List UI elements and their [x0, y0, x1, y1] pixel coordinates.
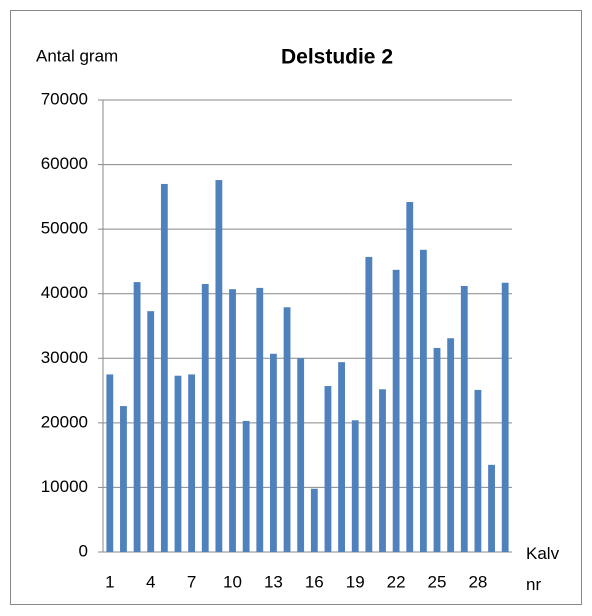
y-tick-label: 0	[79, 541, 88, 560]
bar	[147, 311, 155, 552]
bar	[229, 289, 236, 552]
bar	[338, 362, 345, 552]
bar	[406, 202, 414, 552]
x-tick-label: 1	[105, 572, 114, 591]
y-tick-label: 20000	[41, 412, 88, 431]
bar	[474, 389, 482, 552]
y-tick-label: 30000	[41, 348, 88, 367]
y-tick-label: 40000	[41, 283, 88, 302]
bar	[365, 256, 373, 552]
bar	[297, 358, 305, 552]
x-tick-label: 22	[387, 572, 406, 591]
bar	[283, 307, 291, 552]
bar	[392, 269, 400, 552]
bar	[106, 374, 114, 552]
bar	[256, 287, 264, 552]
bar	[188, 374, 196, 552]
bar	[460, 285, 468, 552]
bar	[379, 389, 386, 552]
x-axis-label: Kalv nr	[526, 544, 560, 594]
x-tick-label: 10	[223, 572, 242, 591]
bar	[488, 464, 495, 552]
chart-title: Delstudie 2	[281, 46, 393, 69]
y-tick-label: 70000	[41, 89, 88, 108]
bar	[501, 282, 509, 552]
bar	[310, 488, 318, 552]
bar	[433, 347, 441, 552]
bar	[120, 406, 127, 552]
y-tick-label: 60000	[41, 154, 88, 173]
x-tick-label: 25	[428, 572, 447, 591]
bar	[351, 420, 359, 552]
bar	[324, 386, 332, 552]
y-tick-label: 50000	[41, 219, 88, 238]
x-tick-label: 28	[468, 572, 487, 591]
bar	[201, 284, 209, 552]
bar	[270, 353, 277, 552]
y-tick-label: 10000	[41, 477, 88, 496]
bar	[447, 338, 455, 552]
bar	[174, 375, 182, 552]
bar	[133, 282, 141, 552]
x-tick-label: 7	[187, 572, 196, 591]
x-tick-label: 16	[305, 572, 324, 591]
bar	[160, 183, 168, 552]
bar	[419, 249, 427, 552]
bar	[242, 420, 250, 552]
x-tick-label: 4	[146, 572, 155, 591]
y-axis-label: Antal gram	[36, 46, 118, 65]
x-tick-label: 13	[264, 572, 283, 591]
chart-border	[10, 10, 582, 605]
x-tick-label: 19	[346, 572, 365, 591]
bar	[215, 180, 223, 552]
